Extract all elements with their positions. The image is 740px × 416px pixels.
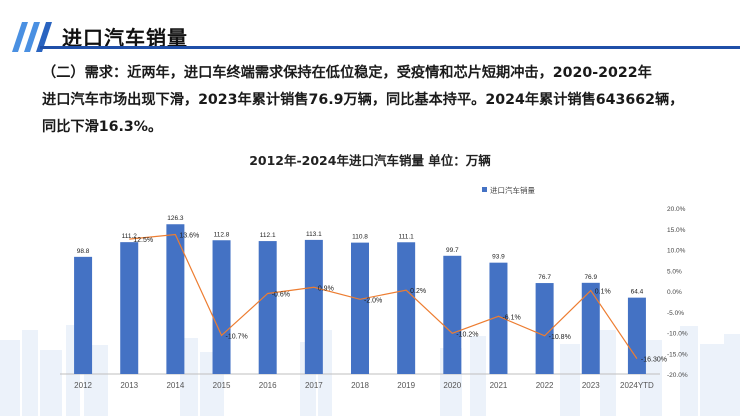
header-rule (40, 46, 740, 49)
y-right-tick-label: -20.0% (667, 372, 688, 379)
chart-title: 2012年-2024年进口汽车销量 单位：万辆 (249, 153, 491, 168)
bar-value-label: 110.8 (352, 234, 368, 241)
line-value-label: -16.30% (641, 357, 667, 364)
y-right-tick-label: 10.0% (667, 248, 686, 255)
bar (535, 283, 554, 374)
x-tick-label: 2014 (166, 381, 184, 390)
x-tick-label: 2015 (213, 381, 231, 390)
skyline-block (0, 340, 20, 416)
y-right-tick-label: -15.0% (667, 351, 688, 358)
line-value-label: -10.8% (549, 334, 571, 341)
line-value-label: 12.5% (133, 237, 153, 244)
summary-line-1: （二）需求：近两年，进口车终端需求保持在低位稳定，受疫情和芯片短期冲击，2020… (42, 65, 652, 81)
bar-value-label: 98.8 (77, 248, 90, 255)
x-tick-label: 2012 (74, 381, 92, 390)
line-value-label: -6.1% (502, 314, 520, 321)
summary-paragraph: （二）需求：近两年，进口车终端需求保持在低位稳定，受疫情和芯片短期冲击，2020… (42, 60, 722, 141)
y-right-tick-label: 20.0% (667, 206, 686, 213)
x-tick-label: 2018 (351, 381, 369, 390)
skyline-block (560, 344, 580, 416)
bar-value-label: 112.1 (260, 232, 276, 239)
summary-line-2: 进口汽车市场出现下滑，2023年累计销售76.9万辆，同比基本持平。2024年累… (42, 92, 684, 108)
bar-value-label: 76.9 (584, 274, 597, 281)
bar (443, 255, 462, 374)
bar-value-label: 111.1 (398, 233, 414, 240)
bar-value-label: 99.7 (446, 247, 459, 254)
x-tick-label: 2013 (120, 381, 138, 390)
bar-value-label: 93.9 (492, 254, 505, 261)
x-tick-label: 2019 (397, 381, 415, 390)
bar-value-label: 111.2 (122, 233, 138, 240)
bar (351, 242, 369, 374)
bar (304, 239, 323, 374)
x-tick-label: 2023 (582, 381, 600, 390)
skyline-block (40, 350, 62, 416)
bar (581, 282, 600, 374)
bar (166, 224, 185, 374)
header-stripes-icon (12, 22, 52, 52)
x-tick-label: 2020 (443, 381, 461, 390)
x-tick-label: 2017 (305, 381, 323, 390)
skyline-block (22, 330, 38, 416)
legend-swatch (482, 187, 487, 192)
bar-value-label: 126.3 (167, 215, 184, 222)
line-value-label: 0.2% (410, 288, 426, 295)
x-tick-label: 2022 (536, 381, 554, 390)
skyline-block (724, 334, 740, 416)
bar (212, 240, 231, 374)
bar (627, 297, 646, 374)
y-right-tick-label: 5.0% (667, 268, 682, 275)
line-value-label: 0.9% (318, 285, 334, 292)
skyline-block (600, 330, 616, 416)
skyline-block (680, 326, 698, 416)
bar-value-label: 113.1 (306, 231, 322, 238)
line-value-label: -10.2% (456, 331, 478, 338)
summary-line-3: 同比下滑16.3%。 (42, 119, 163, 135)
bar-value-label: 64.4 (631, 289, 644, 296)
line-value-label: -0.6% (272, 291, 290, 298)
skyline-block (180, 338, 198, 416)
growth-line (129, 233, 638, 359)
line-value-label: -2.0% (364, 297, 382, 304)
x-tick-label: 2021 (490, 381, 508, 390)
bar-value-label: 76.7 (538, 274, 551, 281)
x-tick-label: 2024YTD (620, 381, 654, 390)
line-value-label: 0.1% (595, 289, 611, 296)
bar (489, 262, 508, 374)
y-right-tick-label: -10.0% (667, 331, 688, 338)
bar (120, 242, 139, 374)
header: 进口汽车销量 (0, 0, 740, 62)
bar (397, 242, 416, 374)
x-tick-label: 2016 (259, 381, 277, 390)
line-value-label: -10.7% (226, 333, 248, 340)
bar (258, 241, 277, 374)
bar (74, 256, 93, 374)
y-right-tick-label: 0.0% (667, 289, 682, 296)
line-value-label: 13.6% (179, 233, 199, 240)
y-right-tick-label: 15.0% (667, 227, 686, 234)
legend-label: 进口汽车销量 (490, 185, 535, 195)
skyline-block (700, 344, 724, 416)
y-right-tick-label: -5.0% (667, 310, 684, 317)
bar-value-label: 112.8 (214, 231, 230, 238)
skyline-block (470, 336, 486, 416)
